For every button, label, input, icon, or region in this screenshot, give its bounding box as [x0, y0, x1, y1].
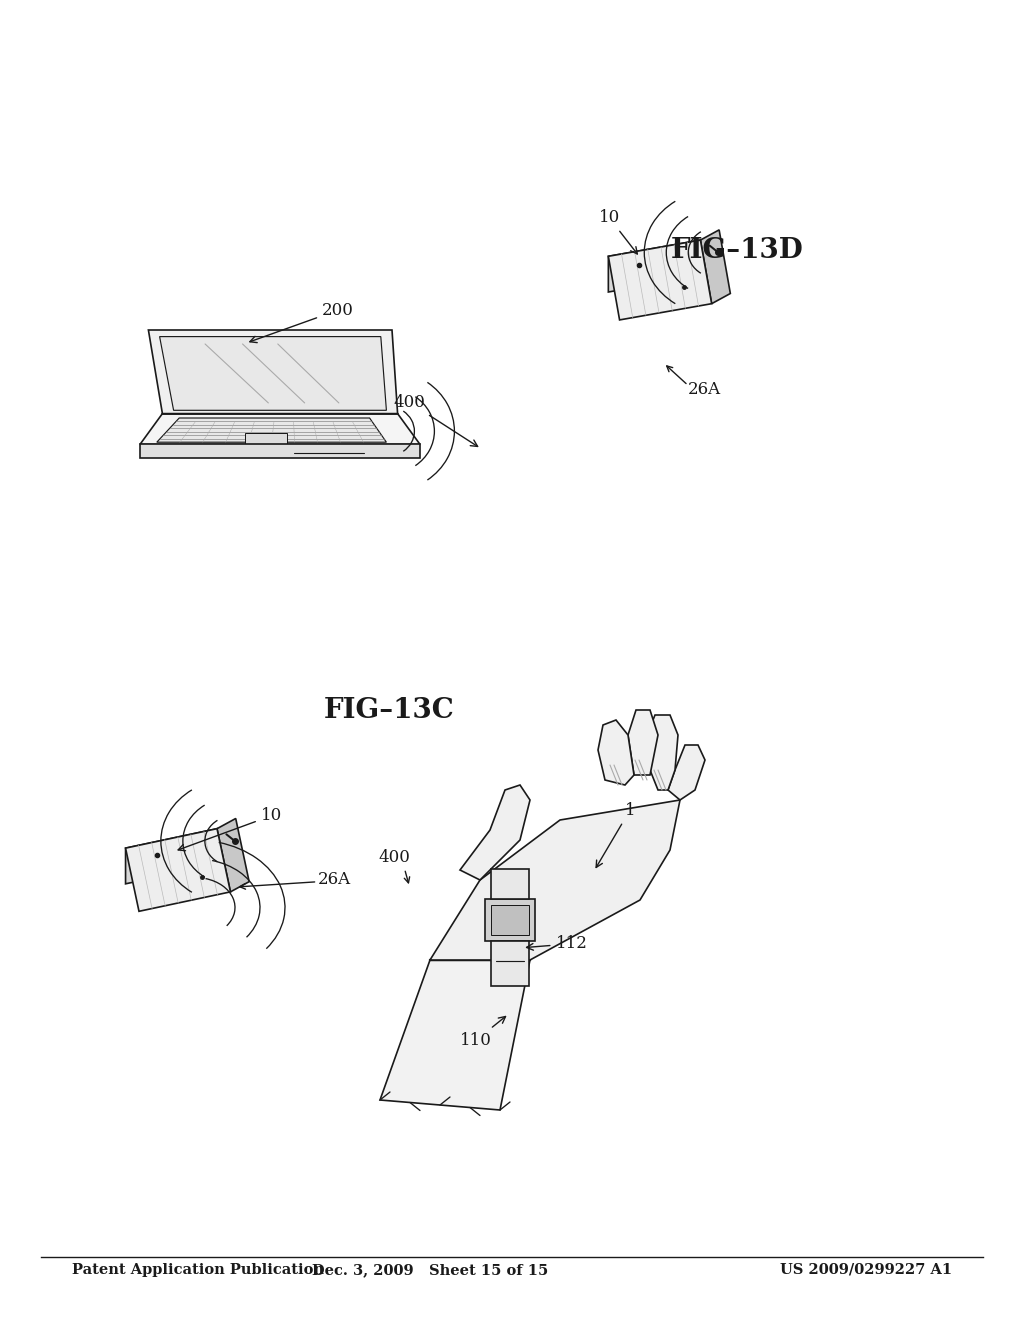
Text: Dec. 3, 2009   Sheet 15 of 15: Dec. 3, 2009 Sheet 15 of 15 — [312, 1263, 548, 1276]
Text: 1: 1 — [596, 803, 635, 867]
Circle shape — [177, 863, 187, 874]
Text: 26A: 26A — [317, 871, 350, 887]
Text: 10: 10 — [599, 210, 637, 253]
Polygon shape — [598, 719, 634, 785]
Polygon shape — [217, 818, 249, 892]
Polygon shape — [700, 230, 730, 304]
Text: 112: 112 — [526, 936, 588, 952]
Polygon shape — [490, 906, 529, 935]
Text: US 2009/0299227 A1: US 2009/0299227 A1 — [780, 1263, 952, 1276]
Text: FIG–13C: FIG–13C — [324, 697, 455, 723]
Text: 110: 110 — [460, 1016, 506, 1048]
Text: 26A: 26A — [688, 381, 721, 397]
Polygon shape — [490, 869, 529, 899]
Polygon shape — [380, 960, 530, 1110]
Polygon shape — [160, 337, 386, 411]
Text: 400: 400 — [378, 850, 411, 866]
Polygon shape — [647, 715, 678, 789]
Text: 10: 10 — [178, 808, 282, 851]
Polygon shape — [608, 240, 712, 319]
Polygon shape — [126, 829, 217, 884]
Circle shape — [659, 273, 670, 284]
Polygon shape — [668, 744, 705, 800]
Polygon shape — [460, 785, 530, 880]
Polygon shape — [157, 418, 386, 442]
Polygon shape — [245, 433, 287, 445]
Polygon shape — [430, 800, 680, 960]
Text: 400: 400 — [393, 395, 477, 446]
Polygon shape — [608, 240, 700, 292]
Text: FIG–13D: FIG–13D — [671, 238, 804, 264]
Polygon shape — [126, 829, 230, 911]
Polygon shape — [140, 413, 420, 445]
Polygon shape — [148, 330, 397, 413]
Polygon shape — [140, 445, 420, 458]
Text: 200: 200 — [250, 302, 354, 343]
Polygon shape — [490, 941, 529, 986]
Text: Patent Application Publication: Patent Application Publication — [72, 1263, 324, 1276]
Polygon shape — [485, 899, 535, 941]
Polygon shape — [628, 710, 658, 775]
